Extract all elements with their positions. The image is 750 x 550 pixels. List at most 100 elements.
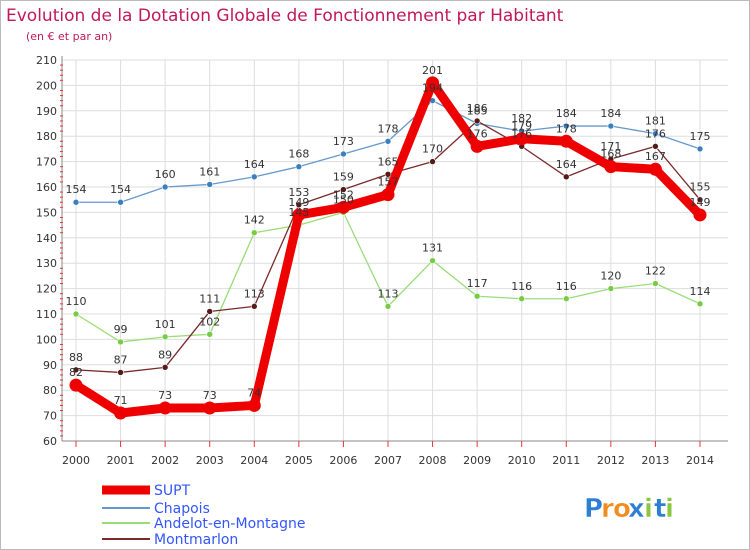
data-label: 181 xyxy=(645,115,666,128)
data-label: 176 xyxy=(467,127,488,140)
series-point-andelot-en-montagne xyxy=(161,333,169,341)
y-tick-label: 180 xyxy=(36,130,57,143)
series-point-supt xyxy=(292,208,306,222)
y-tick-label: 140 xyxy=(36,232,57,245)
axes: 60 70 80 90 100 110 120 130 140 150 160 170 180 190 20… xyxy=(36,54,728,467)
y-tick-label: 150 xyxy=(36,206,57,219)
series-point-supt xyxy=(158,401,172,415)
series-point-montmarlon xyxy=(295,201,303,209)
series-point-montmarlon xyxy=(562,173,570,181)
data-label: 113 xyxy=(244,287,265,300)
data-label: 150 xyxy=(333,193,354,206)
series-point-chapois xyxy=(250,173,258,181)
y-tick-label: 190 xyxy=(36,105,57,118)
data-label: 170 xyxy=(422,143,443,156)
y-tick-label: 160 xyxy=(36,181,57,194)
data-label: 173 xyxy=(333,135,354,148)
logo-letter: t xyxy=(654,494,666,524)
data-label: 116 xyxy=(511,280,532,293)
legend-label-supt: SUPT xyxy=(154,483,191,499)
logo-letter: x xyxy=(628,494,645,524)
series-point-supt xyxy=(559,134,573,148)
data-label: 88 xyxy=(69,351,83,364)
series-point-andelot-en-montagne xyxy=(562,295,570,303)
data-label: 117 xyxy=(467,277,488,290)
series-point-chapois xyxy=(384,137,392,145)
series-point-montmarlon xyxy=(250,303,258,310)
series-point-chapois xyxy=(206,181,214,188)
data-label: 122 xyxy=(645,265,666,278)
data-label: 154 xyxy=(110,183,131,196)
series-point-montmarlon xyxy=(72,366,80,374)
data-label: 176 xyxy=(645,127,666,140)
data-label: 102 xyxy=(199,315,220,328)
legend-label-chapois: Chapois xyxy=(154,501,210,517)
data-label: 178 xyxy=(377,122,398,135)
series-point-andelot-en-montagne xyxy=(607,285,615,292)
x-tick-label: 2003 xyxy=(196,454,224,467)
data-label: 114 xyxy=(689,285,710,298)
series-point-supt xyxy=(114,406,128,420)
data-label: 116 xyxy=(556,280,577,293)
data-label: 159 xyxy=(333,171,354,184)
plot-area xyxy=(69,76,707,420)
data-label: 164 xyxy=(556,158,577,171)
data-label: 164 xyxy=(244,158,265,171)
data-label: 154 xyxy=(66,183,87,196)
logo-letter: P xyxy=(584,494,603,524)
series-point-montmarlon xyxy=(384,171,392,178)
data-label: 182 xyxy=(511,112,532,125)
x-tick-label: 2011 xyxy=(552,454,580,467)
data-label: 161 xyxy=(199,165,220,178)
x-tick-label: 2014 xyxy=(686,454,714,467)
series-point-chapois xyxy=(117,198,124,206)
data-label: 149 xyxy=(288,196,309,209)
data-label: 142 xyxy=(244,214,265,227)
data-label: 71 xyxy=(114,394,128,407)
data-label: 89 xyxy=(158,348,172,361)
data-label: 179 xyxy=(511,120,532,133)
series-point-montmarlon xyxy=(161,364,169,371)
x-tick-label: 2010 xyxy=(508,454,536,467)
data-label: 152 xyxy=(333,188,354,201)
series-point-supt xyxy=(426,76,440,90)
series-point-montmarlon xyxy=(473,117,481,125)
proxiti-logo: Pr ox i ti xyxy=(584,494,674,525)
series-point-andelot-en-montagne xyxy=(206,331,214,338)
series-point-montmarlon xyxy=(340,186,347,193)
data-label: 168 xyxy=(288,148,309,161)
series-point-supt xyxy=(203,401,217,415)
x-tick-label: 2009 xyxy=(463,454,491,467)
x-tick-label: 2005 xyxy=(285,454,313,467)
legend-label-andelot-en-montagne: Andelot-en-Montagne xyxy=(154,516,305,532)
data-labels: 154 154 160 161 164 168 173 178 194 185 182 184 184 1… xyxy=(66,64,711,407)
series-point-chapois xyxy=(295,163,303,170)
data-label: 74 xyxy=(247,386,261,399)
data-label: 99 xyxy=(114,323,128,336)
data-label: 113 xyxy=(377,287,398,300)
data-label: 160 xyxy=(155,168,176,181)
chart-subtitle: (en € et par an) xyxy=(26,30,112,43)
data-label: 175 xyxy=(689,130,710,143)
series-point-supt xyxy=(336,200,350,214)
data-label: 186 xyxy=(467,102,488,115)
data-label: 168 xyxy=(600,148,621,161)
data-label: 111 xyxy=(199,292,220,305)
y-tick-label: 90 xyxy=(43,359,57,372)
series-point-chapois xyxy=(607,122,615,130)
series-point-supt xyxy=(69,378,83,392)
data-label: 82 xyxy=(69,366,83,379)
data-label: 110 xyxy=(66,295,87,308)
y-tick-label: 60 xyxy=(43,435,57,448)
series-point-andelot-en-montagne xyxy=(429,257,436,264)
series-point-chapois xyxy=(652,130,659,137)
series-point-chapois xyxy=(696,145,704,153)
data-label: 155 xyxy=(689,181,710,194)
series-point-andelot-en-montagne xyxy=(518,295,526,303)
legend-label-montmarlon: Montmarlon xyxy=(154,532,238,548)
series-point-andelot-en-montagne xyxy=(696,300,704,308)
series-point-montmarlon xyxy=(117,369,124,376)
x-tick-label: 2012 xyxy=(597,454,625,467)
